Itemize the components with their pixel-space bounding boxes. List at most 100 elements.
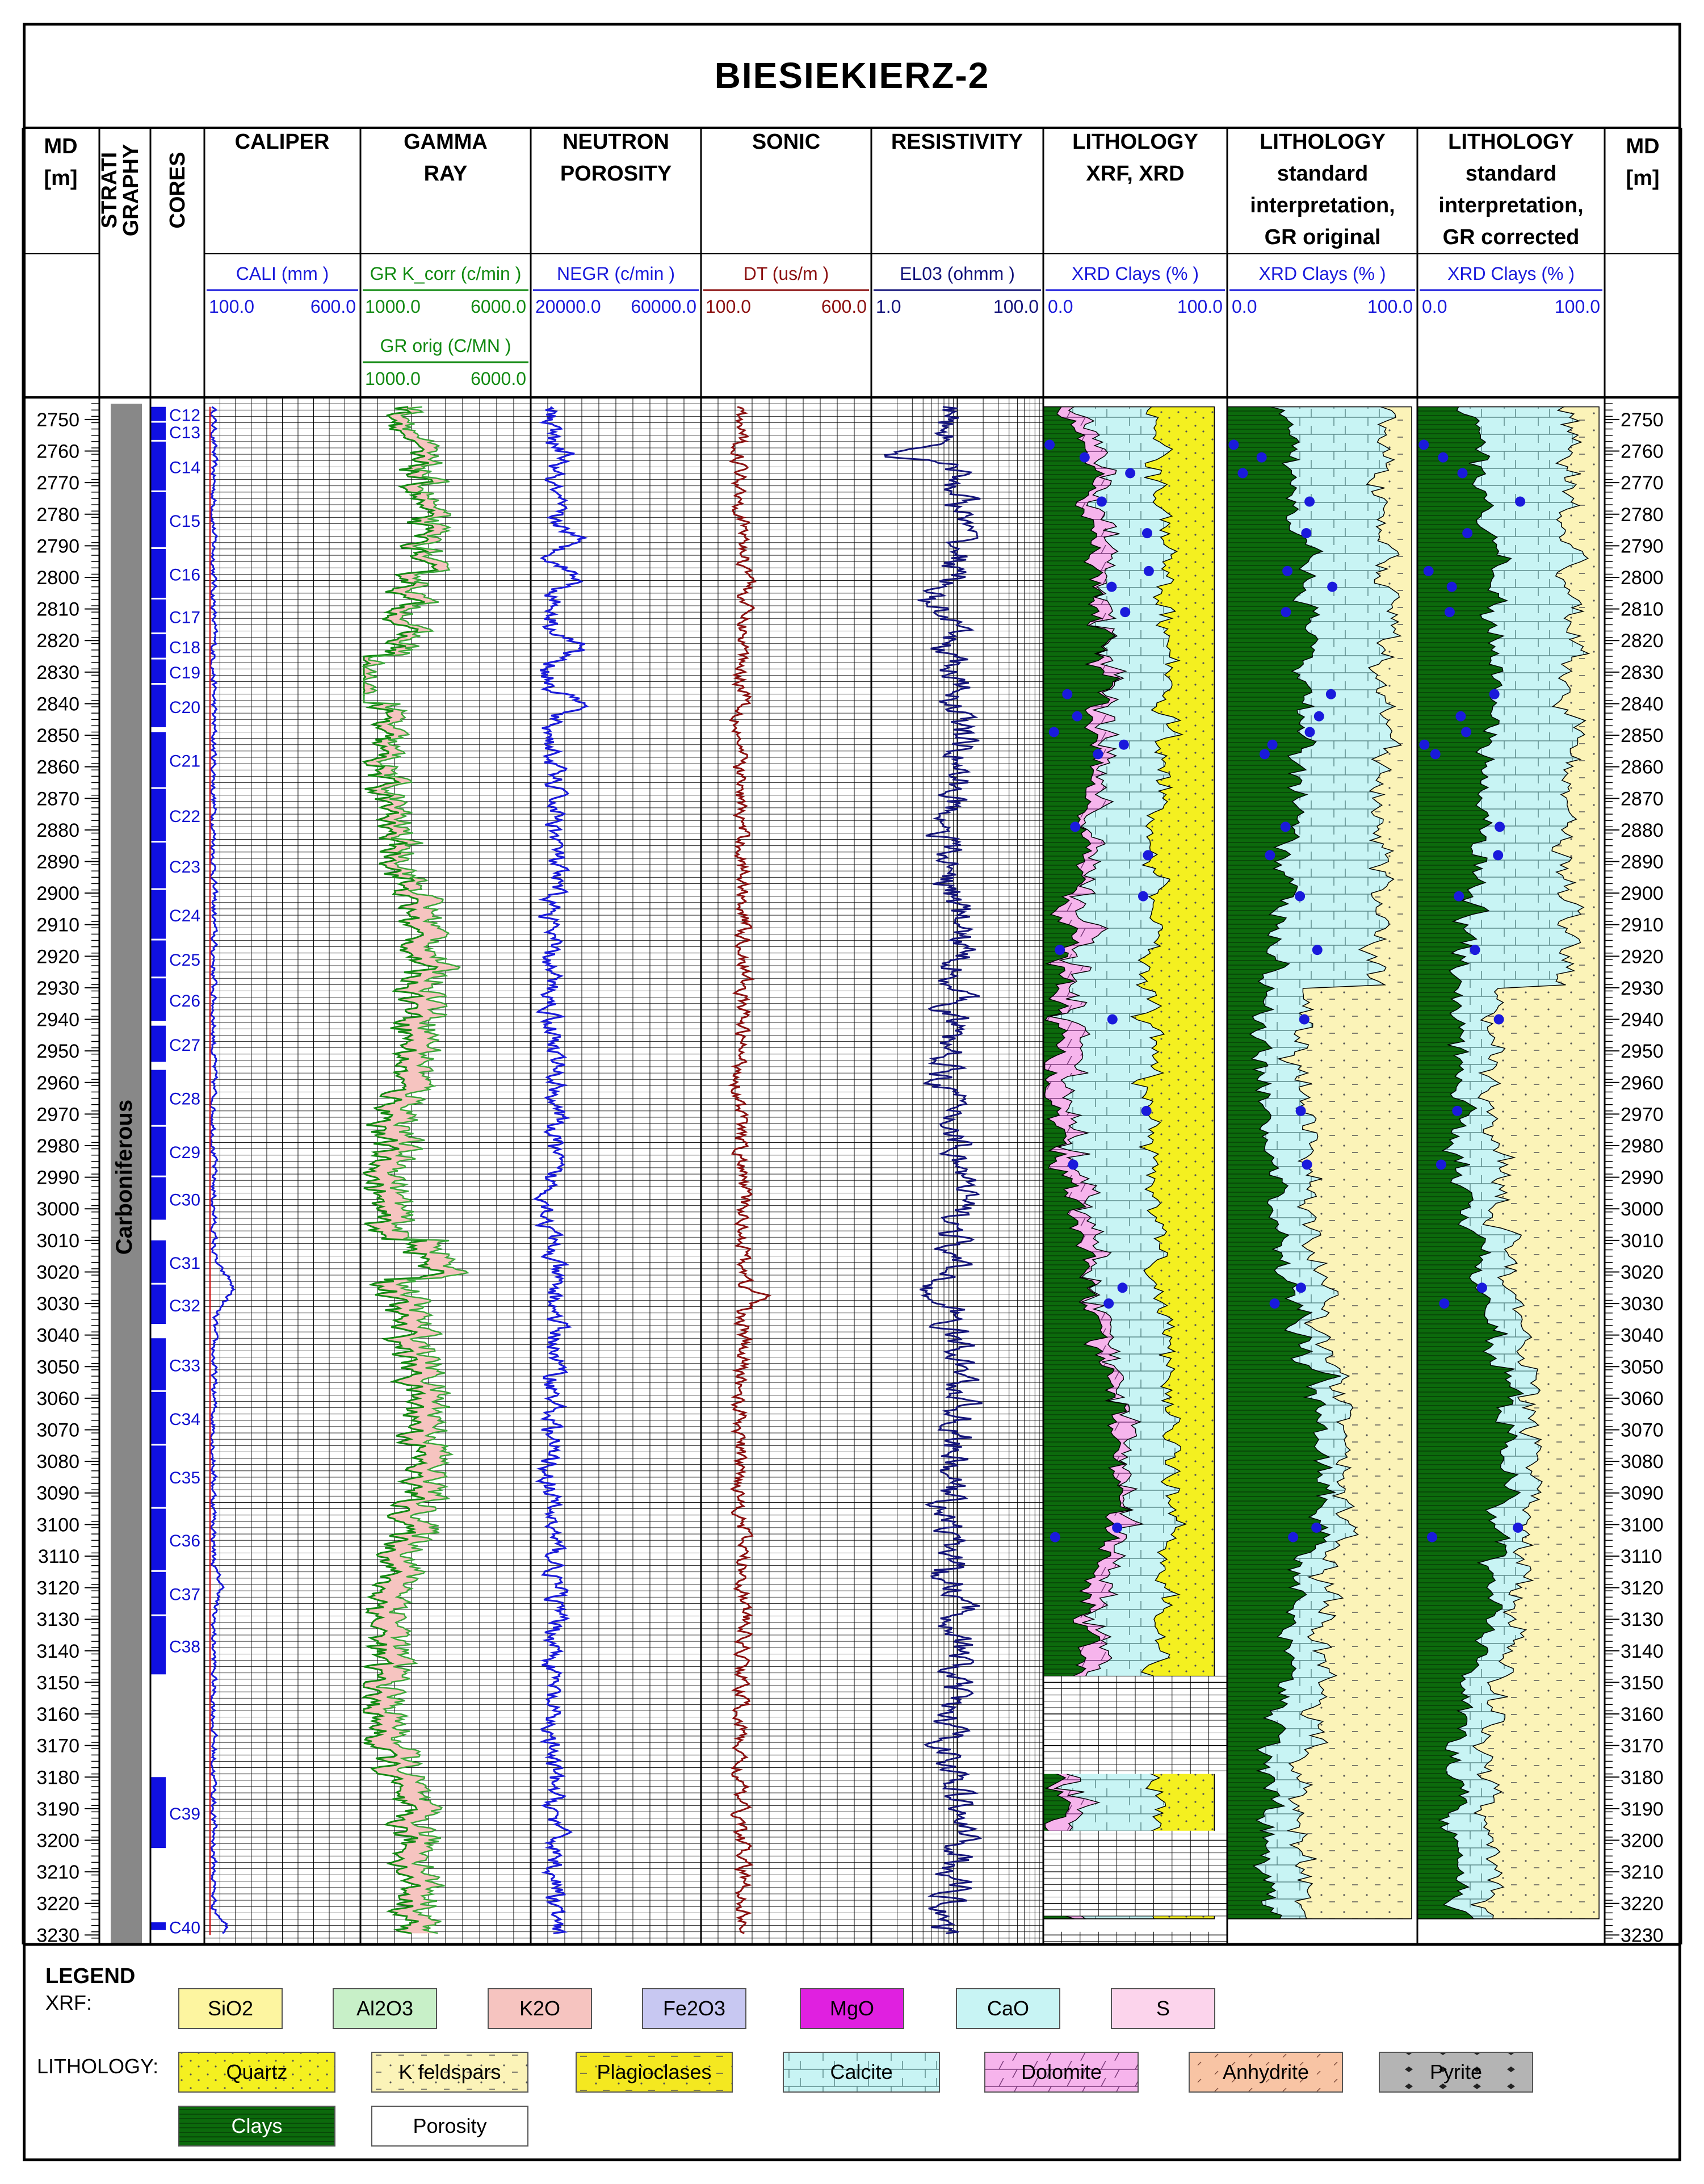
xrd-clays-point [1120, 607, 1131, 618]
depth-label: 2770 [36, 472, 79, 494]
depth-label: 2900 [36, 883, 79, 904]
xrd-clays-point [1068, 1159, 1078, 1170]
xrd-clays-point [1096, 496, 1107, 507]
resistivity-scale-min: 1.0 [876, 296, 901, 317]
xrd-clays-point [1470, 945, 1480, 955]
xrd-clays-point [1513, 1522, 1523, 1533]
lith-std-corr-clays [1417, 406, 1525, 1919]
depth-label: 2990 [36, 1167, 79, 1189]
neutron-header: POROSITY [560, 162, 671, 186]
lith-std-corr-header: standard [1466, 162, 1556, 186]
depth-label: 3090 [36, 1483, 79, 1504]
core-label: C16 [169, 565, 200, 584]
gr-corr-scale-max: 6000.0 [471, 296, 526, 317]
xrd2-scale-name: XRD Clays (% ) [1258, 263, 1386, 284]
depth-label: 3220 [36, 1893, 79, 1915]
neutron-scale-max: 60000.0 [631, 296, 696, 317]
depth-label: 3100 [1621, 1514, 1664, 1536]
xrd-clays-point [1237, 468, 1248, 479]
depth-label: 2920 [36, 946, 79, 967]
depth-label: 2960 [1621, 1072, 1664, 1094]
xrd-clays-point [1312, 945, 1323, 955]
depth-label: 3030 [36, 1293, 79, 1315]
core-label: C39 [169, 1805, 200, 1824]
core-label: C33 [169, 1357, 200, 1376]
depth-label: 3080 [36, 1451, 79, 1473]
depth-label: 2950 [1621, 1041, 1664, 1062]
xrd-clays-point [1311, 1522, 1322, 1533]
lith-std-corr-header: interpretation, [1438, 194, 1583, 217]
core-interval [151, 1571, 166, 1615]
depth-label: 3180 [36, 1767, 79, 1788]
depth-label: 3080 [1621, 1451, 1664, 1473]
core-label: C18 [169, 638, 200, 657]
xrd-clays-point [1438, 452, 1449, 463]
depth-label: 2830 [1621, 662, 1664, 684]
core-interval [151, 1445, 166, 1507]
core-label: C36 [169, 1532, 200, 1550]
legend-xrf-swatch [642, 1988, 746, 2029]
xrd-clays-point [1304, 727, 1315, 737]
depth-label: 2870 [1621, 788, 1664, 810]
legend-lith-label-item: Clays [231, 2114, 282, 2137]
depth-label: 2950 [36, 1041, 79, 1062]
depth-label: 3070 [36, 1420, 79, 1441]
xrd-clays-point [1295, 1282, 1306, 1293]
xrd-clays-point [1313, 711, 1324, 722]
core-label: C25 [169, 951, 200, 970]
xrd-clays-point [1118, 739, 1129, 750]
xrd-clays-point [1117, 1282, 1128, 1293]
lith-xrf-header: XRF, XRD [1086, 162, 1184, 186]
legend-lith-swatch [178, 2106, 335, 2147]
depth-label: 2880 [1621, 820, 1664, 841]
depth-label: 3230 [36, 1925, 79, 1946]
neutron-curve [532, 406, 589, 1935]
legend-xrf-swatch [956, 1988, 1060, 2029]
depth-label: 2940 [36, 1009, 79, 1031]
xrd-clays-point [1301, 528, 1312, 539]
xrd-clays-point [1452, 1105, 1463, 1116]
depth-label: 2750 [1621, 409, 1664, 431]
depth-label: 2980 [1621, 1135, 1664, 1157]
xrd-clays-point [1259, 749, 1270, 760]
depth-label: 3020 [36, 1261, 79, 1283]
gamma-original-curve [361, 406, 469, 1934]
core-label: C22 [169, 807, 200, 826]
caliper-curve [208, 406, 236, 1934]
xrd-clays-point [1048, 727, 1059, 737]
core-interval [151, 1284, 166, 1324]
core-label: C24 [169, 907, 200, 925]
lith-std-orig-header: GR original [1265, 225, 1381, 249]
xrd3-scale-name: XRD Clays (% ) [1447, 263, 1575, 284]
legend-lith-label-item: Pyrite [1430, 2060, 1482, 2084]
caliper-scale-max: 600.0 [310, 296, 356, 317]
core-label: C15 [169, 512, 200, 531]
depth-label: 3000 [36, 1198, 79, 1220]
xrd-clays-point [1138, 891, 1148, 902]
depth-label: 3060 [1621, 1388, 1664, 1410]
lith-std-orig-header: interpretation, [1250, 194, 1395, 217]
legend-lith-swatch [783, 2052, 940, 2093]
xrd-clays-point [1103, 1298, 1114, 1309]
depth-label: 3210 [36, 1862, 79, 1883]
xrd-clays-point [1044, 439, 1055, 450]
sonic-header: SONIC [752, 130, 820, 154]
xrd-clays-point [1419, 739, 1430, 750]
xrd-clays-point [1295, 1105, 1306, 1116]
depth-label: 3170 [1621, 1736, 1664, 1757]
core-label: C14 [169, 458, 200, 477]
xrd-clays-point [1072, 711, 1082, 722]
core-label: C12 [169, 406, 200, 425]
legend-lith-label-item: Calcite [830, 2060, 892, 2084]
depth-label: 2780 [1621, 504, 1664, 526]
depth-label: 3210 [1621, 1862, 1664, 1883]
core-label: C31 [169, 1254, 200, 1273]
depth-label: 2840 [1621, 693, 1664, 715]
depth-label: 2900 [1621, 883, 1664, 904]
xrd-clays-point [1299, 1014, 1310, 1025]
core-label: C32 [169, 1297, 200, 1315]
depth-label: 3120 [36, 1578, 79, 1599]
legend-xrf-label-item: MgO [830, 1997, 874, 2020]
core-interval [151, 548, 166, 598]
depth-label: 3040 [36, 1325, 79, 1347]
